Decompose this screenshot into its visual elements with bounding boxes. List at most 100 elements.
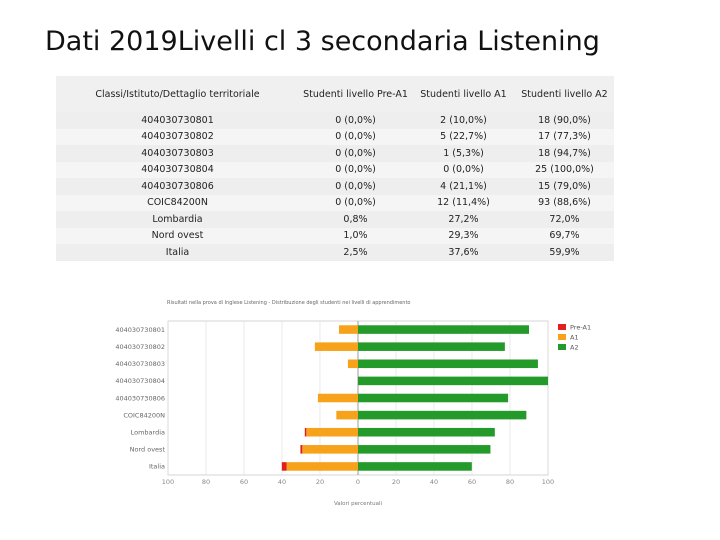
legend-swatch xyxy=(558,344,566,350)
a1-cell: 37,6% xyxy=(448,246,479,258)
pre-a1-cell: 0 (0,0%) xyxy=(335,197,376,209)
x-tick-label: 40 xyxy=(278,478,286,486)
a1-cell: 4 (21,1%) xyxy=(440,180,487,192)
legend-swatch xyxy=(558,324,566,330)
a2-cell: 18 (94,7%) xyxy=(538,147,591,159)
a1-cell: 12 (11,4%) xyxy=(437,197,490,209)
a1-cell: 2 (10,0%) xyxy=(440,114,487,126)
x-tick-label: 100 xyxy=(162,478,174,486)
a1-cell: 0 (0,0%) xyxy=(443,164,484,176)
category-label: Italia xyxy=(149,463,165,471)
table-header-row: Classi/Istituto/Dettaglio territoriale S… xyxy=(56,76,614,112)
x-tick-label: 80 xyxy=(506,478,514,486)
table-row: 404030730802 0 (0,0%) 5 (22,7%) 17 (77,3%) xyxy=(56,128,614,145)
x-tick-label: 60 xyxy=(468,478,476,486)
table-row: 404030730803 0 (0,0%) 1 (5,3%) 18 (94,7%) xyxy=(56,145,614,162)
bar-a2 xyxy=(358,462,472,471)
row-label: 404030730801 xyxy=(141,114,214,126)
bar-pre-a1 xyxy=(304,427,307,437)
a2-cell: 15 (79,0%) xyxy=(538,180,591,192)
a2-cell: 93 (88,6%) xyxy=(538,197,591,209)
bar-a1 xyxy=(306,427,358,437)
pre-a1-cell: 1,0% xyxy=(343,230,368,242)
bar-a2 xyxy=(358,393,509,403)
category-label: 404030730802 xyxy=(115,343,165,351)
bar-pre-a1 xyxy=(281,462,287,471)
pre-a1-cell: 0,8% xyxy=(343,213,368,225)
row-label: Nord ovest xyxy=(151,230,204,242)
a2-cell: 18 (90,0%) xyxy=(538,114,591,126)
chart-svg: 100 80 60 40 20 0 20 40 60 80 100 404030730801 40403… xyxy=(115,320,591,507)
legend-label: A2 xyxy=(570,344,579,352)
a2-cell: 17 (77,3%) xyxy=(538,131,591,143)
results-table: Classi/Istituto/Dettaglio territoriale S… xyxy=(56,76,614,261)
row-label: 404030730802 xyxy=(141,131,214,143)
bar-a2 xyxy=(358,445,491,454)
table-row: Nord ovest 1,0% 29,3% 69,7% xyxy=(56,227,614,244)
a1-cell: 29,3% xyxy=(448,230,479,242)
legend-swatch xyxy=(558,334,566,340)
row-label: Italia xyxy=(165,246,190,258)
a1-cell: 5 (22,7%) xyxy=(440,131,487,143)
x-axis-label: Valori percentuali xyxy=(334,501,383,507)
category-label: 404030730806 xyxy=(115,394,165,402)
table-row: 404030730806 0 (0,0%) 4 (21,1%) 15 (79,0%) xyxy=(56,178,614,195)
legend-label: Pre-A1 xyxy=(570,324,591,332)
row-label: COIC84200N xyxy=(147,197,208,209)
bar-a1 xyxy=(302,445,358,454)
header-area: Classi/Istituto/Dettaglio territoriale xyxy=(95,88,260,100)
row-label: Lombardia xyxy=(152,213,203,225)
bar-a1 xyxy=(286,462,358,471)
bar-a1 xyxy=(317,393,358,403)
legend-label: A1 xyxy=(570,334,579,342)
a2-cell: 25 (100,0%) xyxy=(535,164,594,176)
table-row: COIC84200N 0 (0,0%) 12 (11,4%) 93 (88,6%) xyxy=(56,194,614,211)
table-row: 404030730801 0 (0,0%) 2 (10,0%) 18 (90,0%) xyxy=(56,112,614,129)
a2-cell: 69,7% xyxy=(549,230,580,242)
table-row: 404030730804 0 (0,0%) 0 (0,0%) 25 (100,0%) xyxy=(56,161,614,178)
table-row: Lombardia 0,8% 27,2% 72,0% xyxy=(56,211,614,228)
bar-a1 xyxy=(347,359,358,369)
pre-a1-cell: 2,5% xyxy=(343,246,368,258)
chart-title: Risultati nella prova di Inglese Listeni… xyxy=(167,300,411,306)
bar-pre-a1 xyxy=(300,445,303,454)
category-label: Lombardia xyxy=(131,429,165,437)
row-label: 404030730804 xyxy=(141,164,214,176)
bar-a2 xyxy=(358,342,505,351)
category-label: 404030730801 xyxy=(115,326,165,334)
a1-cell: 27,2% xyxy=(448,213,479,225)
bar-a2 xyxy=(358,325,529,334)
pre-a1-cell: 0 (0,0%) xyxy=(335,131,376,143)
pre-a1-cell: 0 (0,0%) xyxy=(335,180,376,192)
x-tick-label: 20 xyxy=(392,478,400,486)
chart-panel: 100 80 60 40 20 0 20 40 60 80 100 404030730801 40403… xyxy=(108,297,606,515)
a2-cell: 72,0% xyxy=(549,213,580,225)
category-label: COIC84200N xyxy=(123,411,165,419)
bar-a1 xyxy=(336,410,358,420)
bar-a2 xyxy=(358,359,538,369)
a2-cell: 59,9% xyxy=(549,246,580,258)
category-label: 404030730804 xyxy=(115,377,165,385)
header-a2: Studenti livello A2 xyxy=(521,88,608,100)
header-pre-a1: Studenti livello Pre-A1 xyxy=(303,88,408,100)
table-row: Italia 2,5% 37,6% 59,9% xyxy=(56,244,614,261)
row-label: 404030730803 xyxy=(141,147,214,159)
pre-a1-cell: 0 (0,0%) xyxy=(335,147,376,159)
header-a1: Studenti livello A1 xyxy=(420,88,507,100)
bar-a1 xyxy=(314,342,358,351)
row-label: 404030730806 xyxy=(141,180,214,192)
x-tick-label: 20 xyxy=(316,478,324,486)
pre-a1-cell: 0 (0,0%) xyxy=(335,164,376,176)
x-tick-label: 100 xyxy=(542,478,554,486)
x-tick-label: 80 xyxy=(202,478,210,486)
bar-a2 xyxy=(358,410,527,420)
category-label: Nord ovest xyxy=(130,446,166,454)
bar-a2 xyxy=(358,427,495,437)
pre-a1-cell: 0 (0,0%) xyxy=(335,114,376,126)
bar-a2 xyxy=(358,376,548,386)
x-tick-label: 0 xyxy=(356,478,360,486)
a1-cell: 1 (5,3%) xyxy=(443,147,484,159)
bar-a1 xyxy=(339,325,358,334)
category-label: 404030730803 xyxy=(115,360,165,368)
slide-title: Dati 2019Livelli cl 3 secondaria Listeni… xyxy=(45,26,600,57)
